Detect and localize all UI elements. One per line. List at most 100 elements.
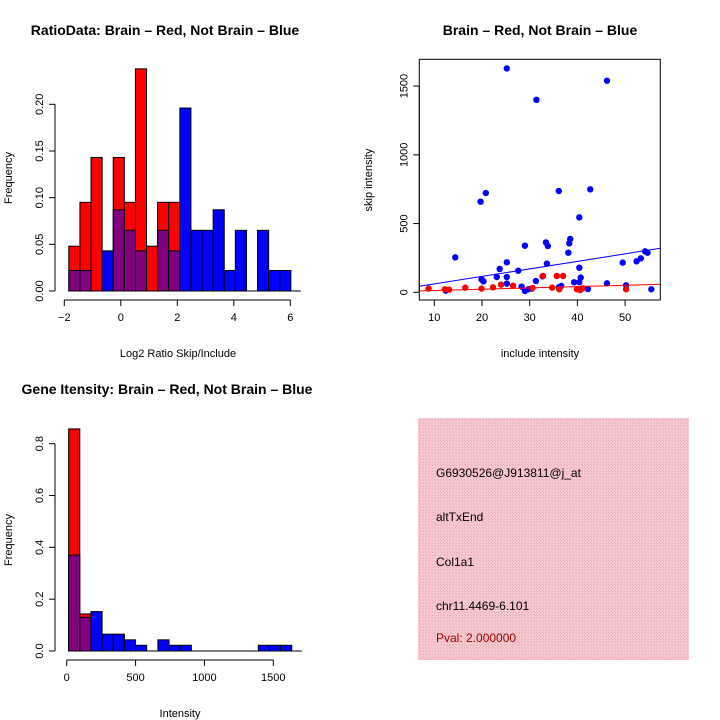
info-panel-background (418, 418, 689, 660)
gene-y-tick-label: 0.0 (34, 643, 46, 658)
scatter-x-tick-label: 30 (524, 312, 536, 324)
gene-y-tick-label: 0.6 (34, 488, 46, 503)
scatter-y-tick-label: 500 (398, 214, 410, 232)
gene-histogram-title: Gene Itensity: Brain – Red, Not Brain – … (22, 381, 313, 397)
ratio-x-tick-label: 6 (287, 312, 293, 324)
ratio-y-tick-label: 0.15 (34, 140, 46, 161)
gene-y-tick-label: 0.8 (34, 436, 46, 451)
scatter-point-brain (497, 281, 505, 288)
ratio-histogram-ylabel: Frequency (3, 152, 15, 204)
ratio-bar-not-brain (257, 229, 270, 292)
scatter-point-brain (539, 272, 547, 280)
fit-line-not-brain (419, 247, 661, 287)
gene-bar-not-brain (101, 633, 114, 652)
genomic-location: chr11.4469-6.101 (436, 599, 530, 613)
ratio-bar-overlap (123, 229, 136, 292)
gene-bar-not-brain (157, 639, 170, 652)
gene-x-tick-label: 0 (64, 672, 70, 684)
scatter-point-not-brain (576, 279, 583, 286)
ratio-x-tick-label: 2 (174, 312, 180, 324)
scatter-point-not-brain (452, 254, 459, 261)
scatter-point-not-brain (576, 264, 583, 271)
scatter-point-not-brain (503, 280, 511, 287)
ratio-histogram-title: RatioData: Brain – Red, Not Brain – Blue (31, 22, 300, 38)
scatter-point-not-brain (533, 96, 540, 104)
info-panel: G6930526@J913811@j_at altTxEnd Col1a1 ch… (418, 418, 689, 660)
gene-histogram-xlabel: Intensity (160, 708, 201, 720)
gene-bar-overlap (79, 616, 92, 652)
scatter-point-not-brain (503, 65, 511, 72)
scatter-point-brain (489, 284, 497, 291)
fit-line-brain (419, 283, 661, 292)
gene-bar-overlap (68, 554, 81, 652)
ratio-y-tick-label: 0.05 (34, 234, 46, 255)
ratio-bar-overlap (79, 269, 92, 292)
gene-y-tick-label: 0.4 (34, 540, 46, 555)
gene-name: Col1a1 (436, 555, 474, 569)
ratio-bar-not-brain (279, 269, 292, 292)
scatter-point-not-brain (603, 280, 611, 287)
scatter-point-not-brain (565, 249, 572, 256)
scatter-x-tick-label: 20 (476, 312, 488, 324)
gene-intensity-histogram: Gene Itensity: Brain – Red, Not Brain – … (3, 381, 313, 720)
scatter-point-not-brain (584, 285, 592, 293)
gene-bar-not-brain (123, 639, 137, 652)
scatter-y-tick-label: 1000 (398, 143, 410, 167)
scatter-point-not-brain (603, 77, 611, 84)
scatter-point-not-brain (543, 260, 551, 267)
ratio-bar-not-brain (179, 107, 192, 292)
scatter-xlabel: include intensity (501, 348, 580, 360)
scatter-point-not-brain (544, 242, 552, 250)
ratio-histogram-xlabel: Log2 Ratio Skip/Include (120, 348, 236, 360)
ratio-x-tick-label: −2 (58, 312, 71, 324)
scatter-y-tick-label: 0 (398, 289, 410, 295)
ratio-x-tick-label: 0 (118, 312, 124, 324)
scatter-point-not-brain (555, 187, 562, 195)
gene-x-tick-label: 1500 (261, 672, 285, 684)
ratio-bar-not-brain (234, 229, 247, 292)
scatter-point-not-brain (521, 242, 529, 249)
scatter-point-brain (622, 286, 630, 293)
scatter-point-not-brain (648, 286, 655, 293)
gene-bar-not-brain (179, 644, 192, 652)
scatter-point-not-brain (477, 198, 484, 205)
scatter-ylabel: skip intensity (363, 148, 375, 211)
ratio-y-tick-label: 0.10 (34, 187, 46, 208)
gene-bar-not-brain (280, 644, 293, 652)
ratio-bar-overlap (168, 250, 181, 292)
ratio-y-tick-label: 0.20 (34, 94, 46, 115)
scatter-point-brain (556, 286, 563, 293)
intensity-scatter: Brain – Red, Not Brain – Blue include in… (363, 22, 661, 360)
probe-id: G6930526@J913811@j_at (436, 466, 582, 480)
ratio-bar-not-brain (268, 269, 281, 292)
scatter-point-not-brain (503, 273, 511, 281)
ratio-bar-not-brain (101, 250, 114, 292)
scatter-x-tick-label: 10 (428, 312, 440, 324)
scatter-point-not-brain (644, 249, 651, 256)
scatter-point-not-brain (576, 214, 583, 221)
gene-bar-not-brain (168, 644, 181, 652)
scatter-point-not-brain (619, 259, 626, 266)
ratio-bar-not-brain (190, 229, 203, 292)
scatter-point-not-brain (566, 240, 573, 247)
scatter-x-tick-label: 50 (619, 312, 631, 324)
scatter-point-brain (553, 272, 561, 280)
gene-bar-not-brain (112, 633, 125, 652)
gene-bar-not-brain (90, 611, 103, 652)
ratio-y-tick-label: 0.00 (34, 280, 46, 301)
scatter-y-tick-label: 1500 (398, 74, 410, 98)
ratio-bar-brain (90, 157, 103, 292)
gene-bar-not-brain (135, 644, 148, 652)
ratio-bar-overlap (134, 250, 148, 292)
gene-bar-not-brain (268, 644, 282, 652)
scatter-point-brain (509, 282, 517, 289)
gene-y-tick-label: 0.2 (34, 592, 46, 607)
gene-histogram-ylabel: Frequency (3, 514, 15, 566)
pval: Pval: 2.000000 (436, 631, 516, 645)
scatter-point-not-brain (532, 277, 540, 285)
scatter-point-not-brain (570, 279, 578, 286)
scatter-point-not-brain (496, 265, 503, 273)
scatter-point-not-brain (480, 278, 487, 285)
scatter-x-tick-label: 40 (571, 312, 583, 324)
